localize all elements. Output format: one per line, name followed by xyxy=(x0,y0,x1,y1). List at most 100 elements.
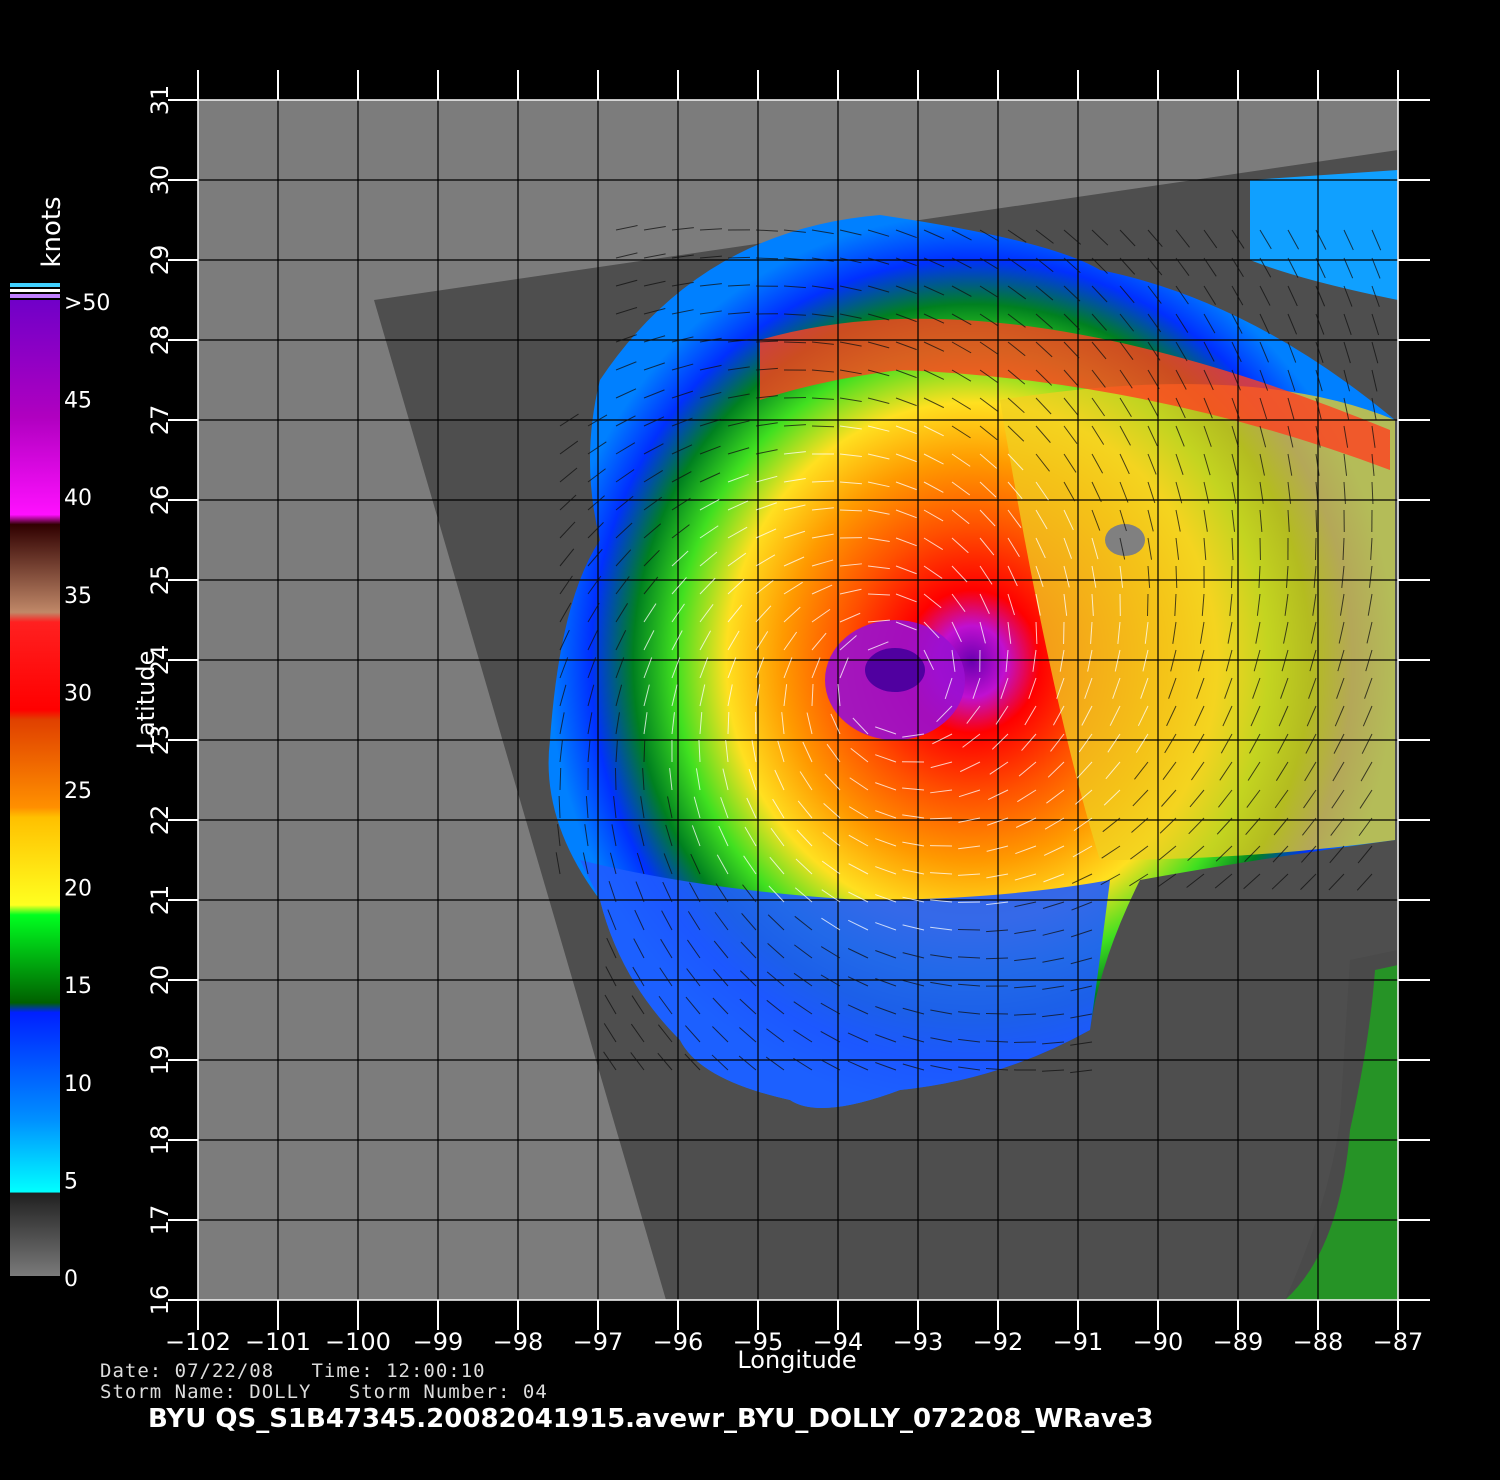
wind-barb xyxy=(615,684,623,707)
wind-barb xyxy=(895,397,917,407)
wind-barb xyxy=(636,852,645,875)
wind-barb xyxy=(1308,677,1317,699)
wind-barb xyxy=(794,944,813,959)
wind-barb xyxy=(685,996,701,1015)
wind-barb xyxy=(1007,285,1027,300)
wind-barb xyxy=(615,442,636,455)
wind-barb xyxy=(958,956,981,959)
wind-barb xyxy=(923,481,944,493)
colorbar-labels: >50 45 40 35 30 25 20 15 10 5 0 xyxy=(64,291,110,1292)
wind-barb xyxy=(1119,453,1130,475)
wind-barb xyxy=(1231,481,1237,504)
wind-barb xyxy=(658,995,673,1015)
wind-barb xyxy=(958,983,981,987)
wind-barb xyxy=(559,575,573,595)
wind-barb xyxy=(1259,453,1265,476)
wind-barb xyxy=(1306,705,1317,727)
wind-barb xyxy=(1201,593,1205,616)
wind-barb xyxy=(643,335,666,343)
wind-barb xyxy=(1203,313,1216,334)
wind-barb xyxy=(979,621,986,644)
wind-barb xyxy=(643,389,665,399)
wind-barb xyxy=(1187,845,1205,862)
wind-barb xyxy=(755,605,772,623)
wind-barb xyxy=(1301,845,1317,863)
wind-barb xyxy=(607,909,617,931)
wind-barb xyxy=(659,967,673,987)
wind-barb xyxy=(605,966,617,987)
wind-barb xyxy=(783,451,806,455)
wind-barb xyxy=(1259,341,1269,363)
wind-barb xyxy=(718,825,729,847)
wind-barb xyxy=(671,336,694,343)
wind-barb xyxy=(587,740,591,763)
wind-barb xyxy=(958,845,981,850)
lon-tick-label: −88 xyxy=(1293,1328,1344,1356)
wind-barb xyxy=(1259,285,1271,306)
wind-barb xyxy=(699,551,718,567)
wind-barb xyxy=(839,341,862,347)
map-grid xyxy=(198,100,1398,1300)
wind-barb xyxy=(1119,313,1135,332)
wind-barb xyxy=(559,740,563,763)
wind-barb xyxy=(1175,565,1178,589)
wind-barb xyxy=(1035,397,1052,415)
wind-barb xyxy=(958,1011,981,1015)
wind-barb xyxy=(755,422,778,427)
lon-tick-label: −93 xyxy=(893,1328,944,1356)
wind-barb xyxy=(1371,285,1380,307)
wind-barb xyxy=(895,481,917,491)
wind-barb xyxy=(1256,593,1261,616)
wind-barb xyxy=(1047,761,1065,778)
wind-barb xyxy=(811,533,834,539)
wind-barb xyxy=(923,593,942,609)
wind-barb xyxy=(793,1029,813,1043)
wind-barb xyxy=(615,549,632,567)
wind-barb xyxy=(699,577,716,595)
wind-barb xyxy=(755,580,774,595)
wind-barb xyxy=(603,1023,617,1043)
wind-barb xyxy=(1199,621,1205,644)
wind-barb xyxy=(766,971,785,987)
wind-barb xyxy=(1287,369,1296,392)
wind-barb xyxy=(1091,509,1101,531)
lat-tick-label: 30 xyxy=(146,165,174,196)
wind-barb xyxy=(755,475,778,483)
wind-barb xyxy=(671,497,691,511)
wind-barb xyxy=(1035,537,1046,559)
wind-barb xyxy=(1035,509,1048,530)
wind-barb xyxy=(979,285,999,299)
wind-barb xyxy=(867,619,890,623)
wind-barb xyxy=(830,713,841,735)
wind-barb xyxy=(699,712,703,735)
lon-tick-label: −101 xyxy=(245,1328,311,1356)
wind-barb xyxy=(712,1026,729,1043)
wind-barb xyxy=(991,733,1009,750)
wind-barb xyxy=(1315,425,1321,448)
wind-barb xyxy=(867,285,890,293)
wind-barb xyxy=(895,229,917,239)
wind-barb xyxy=(766,1028,785,1043)
wind-barb xyxy=(768,885,785,903)
lon-tick-label: −90 xyxy=(1133,1328,1184,1356)
wind-barb xyxy=(811,584,833,595)
wind-barb xyxy=(1198,649,1205,672)
wind-barb xyxy=(559,602,572,623)
wind-barb xyxy=(1075,789,1093,805)
lat-tick-label: 25 xyxy=(146,565,174,596)
wind-barb xyxy=(1063,341,1080,359)
wind-barb xyxy=(839,229,862,236)
wind-barb xyxy=(923,369,945,380)
wind-barb xyxy=(1063,369,1079,387)
wind-barb xyxy=(727,630,740,651)
colorbar-gradient xyxy=(10,300,60,1276)
wind-barb xyxy=(1119,285,1135,304)
wind-barb xyxy=(660,938,673,959)
wind-barb xyxy=(1275,761,1289,781)
wind-barb xyxy=(811,608,831,623)
wind-barb xyxy=(902,841,925,847)
wind-barb xyxy=(783,257,806,261)
wind-barb xyxy=(643,576,659,595)
wind-barb xyxy=(1231,537,1234,560)
wind-barb xyxy=(1371,481,1374,505)
